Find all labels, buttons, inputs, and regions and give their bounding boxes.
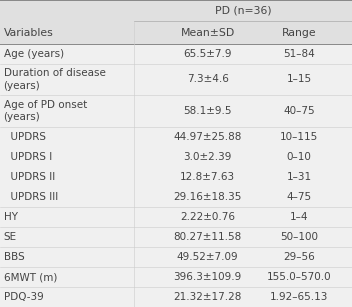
Text: 44.97±25.88: 44.97±25.88 (174, 132, 242, 142)
Text: HY: HY (4, 212, 18, 222)
Bar (0, 247, 352, 267)
Text: Range: Range (282, 28, 316, 38)
Text: 3.0±2.39: 3.0±2.39 (183, 152, 232, 162)
Bar (0, 64, 352, 95)
Text: 50–100: 50–100 (280, 232, 318, 242)
Text: 29.16±18.35: 29.16±18.35 (174, 192, 242, 202)
Text: Duration of disease: Duration of disease (4, 68, 105, 78)
Text: 1–31: 1–31 (287, 172, 312, 182)
Text: 10–115: 10–115 (280, 132, 318, 142)
Text: 155.0–570.0: 155.0–570.0 (267, 272, 332, 282)
Text: Variables: Variables (4, 28, 53, 38)
Text: 1–4: 1–4 (290, 212, 308, 222)
Text: Mean±SD: Mean±SD (181, 28, 235, 38)
Text: 80.27±11.58: 80.27±11.58 (174, 232, 242, 242)
Text: Age (years): Age (years) (4, 49, 64, 59)
Text: 4–75: 4–75 (287, 192, 312, 202)
Text: SE: SE (4, 232, 17, 242)
Text: 12.8±7.63: 12.8±7.63 (180, 172, 235, 182)
Text: 2.22±0.76: 2.22±0.76 (180, 212, 235, 222)
Bar (0, 227, 352, 247)
Bar (0, 0, 352, 22)
Bar (0, 22, 352, 44)
Bar (0, 167, 352, 187)
Text: BBS: BBS (4, 252, 24, 262)
Bar (0, 207, 352, 227)
Text: 49.52±7.09: 49.52±7.09 (177, 252, 239, 262)
Text: 65.5±7.9: 65.5±7.9 (183, 49, 232, 59)
Text: 0–10: 0–10 (287, 152, 312, 162)
Text: 396.3±109.9: 396.3±109.9 (174, 272, 242, 282)
Text: UPDRS: UPDRS (4, 132, 45, 142)
Text: Age of PD onset: Age of PD onset (4, 100, 87, 110)
Bar (0, 127, 352, 147)
Text: 29–56: 29–56 (283, 252, 315, 262)
Bar (0, 287, 352, 307)
Text: (years): (years) (4, 112, 40, 122)
Text: 6MWT (m): 6MWT (m) (4, 272, 57, 282)
Text: PD (n=36): PD (n=36) (215, 6, 271, 16)
Text: 7.3±4.6: 7.3±4.6 (187, 75, 228, 84)
Text: 1–15: 1–15 (287, 75, 312, 84)
Text: 51–84: 51–84 (283, 49, 315, 59)
Bar (0, 147, 352, 167)
Text: 1.92–65.13: 1.92–65.13 (270, 292, 328, 302)
Bar (0, 95, 352, 127)
Text: PDQ-39: PDQ-39 (4, 292, 43, 302)
Text: 21.32±17.28: 21.32±17.28 (174, 292, 242, 302)
Text: (years): (years) (4, 80, 40, 91)
Text: UPDRS III: UPDRS III (4, 192, 58, 202)
Bar (0, 267, 352, 287)
Text: 58.1±9.5: 58.1±9.5 (183, 106, 232, 116)
Text: UPDRS II: UPDRS II (4, 172, 55, 182)
Text: UPDRS I: UPDRS I (4, 152, 52, 162)
Bar (0, 44, 352, 64)
Bar (0, 187, 352, 207)
Text: 40–75: 40–75 (283, 106, 315, 116)
